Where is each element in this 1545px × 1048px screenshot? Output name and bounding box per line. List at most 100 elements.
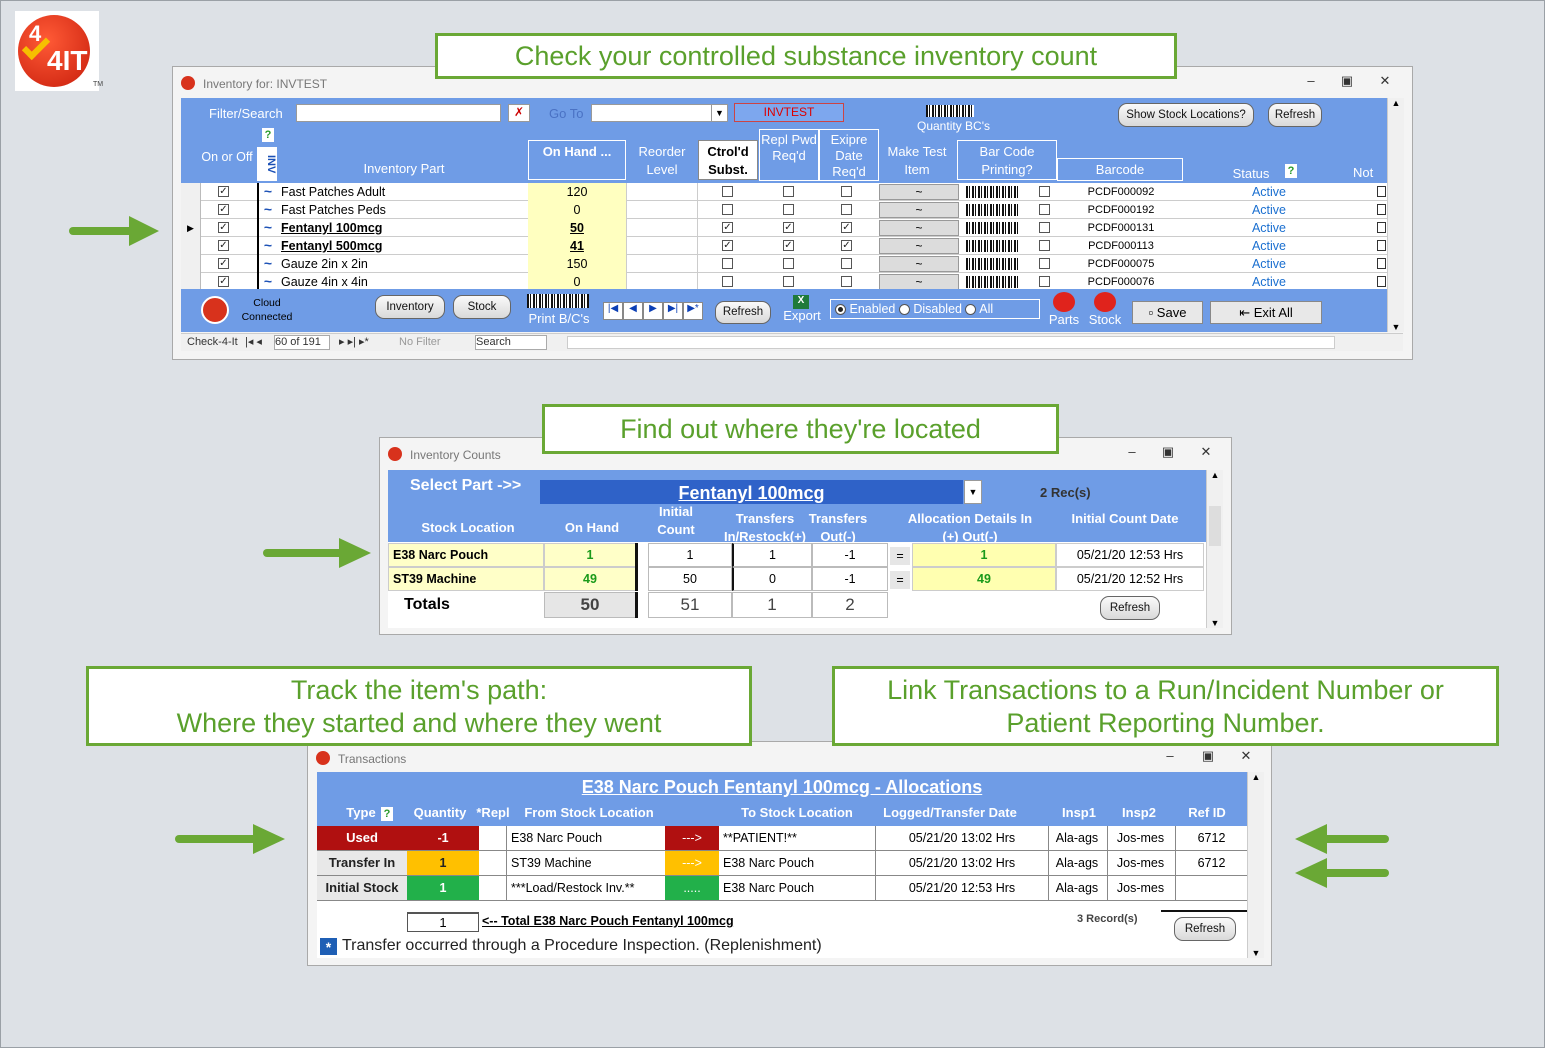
inv-graph-icon[interactable]: ~: [257, 273, 277, 289]
minimize-icon[interactable]: –: [1307, 73, 1315, 88]
table-row[interactable]: ▶ ✓ ~ Fentanyl 100mcg 50 ✓ ✓ ✓ ~ PCDF000131 Active: [181, 219, 1387, 237]
repl-pwd-checkbox[interactable]: [783, 204, 794, 215]
inventory-part-name[interactable]: Fentanyl 100mcg: [281, 221, 383, 235]
on-off-checkbox[interactable]: ✓: [218, 258, 229, 269]
stock-button[interactable]: Stock: [453, 295, 511, 319]
nav-search[interactable]: Search: [475, 335, 547, 350]
make-test-item-button[interactable]: ~: [879, 256, 959, 272]
notes-icon[interactable]: [1377, 222, 1386, 233]
on-off-checkbox[interactable]: ✓: [218, 222, 229, 233]
on-off-checkbox[interactable]: ✓: [218, 276, 229, 287]
new-record-icon[interactable]: ▶*: [683, 302, 703, 320]
first-record-icon[interactable]: |◀: [603, 302, 623, 320]
row-selector[interactable]: [181, 237, 201, 255]
close-icon[interactable]: ✕: [1240, 748, 1252, 763]
repl-pwd-checkbox[interactable]: ✓: [783, 240, 794, 251]
excel-icon[interactable]: X: [793, 295, 809, 309]
controlled-checkbox[interactable]: [722, 276, 733, 287]
stock-location[interactable]: E38 Narc Pouch: [388, 543, 544, 567]
scroll-down-icon[interactable]: ▼: [1391, 322, 1401, 332]
expire-checkbox[interactable]: ✓: [841, 240, 852, 251]
inv-graph-icon[interactable]: ~: [257, 219, 277, 237]
barcode-value[interactable]: PCDF000131: [1087, 222, 1155, 234]
goto-select[interactable]: ▼: [591, 104, 728, 122]
close-icon[interactable]: ✕: [1200, 444, 1212, 459]
maximize-icon[interactable]: ▣: [1201, 748, 1215, 763]
footer-refresh-button[interactable]: Refresh: [715, 301, 771, 324]
stock-location[interactable]: ST39 Machine: [388, 567, 544, 591]
controlled-checkbox[interactable]: [722, 186, 733, 197]
barcode-value[interactable]: PCDF000113: [1088, 240, 1154, 252]
on-off-checkbox[interactable]: ✓: [218, 186, 229, 197]
counts-scrollbar[interactable]: ▲ ▼: [1206, 470, 1223, 628]
make-test-item-button[interactable]: ~: [879, 238, 959, 254]
show-stock-locations-button[interactable]: Show Stock Locations?: [1118, 103, 1254, 127]
repl-pwd-checkbox[interactable]: ✓: [783, 222, 794, 233]
quantity-barcode-icon[interactable]: [926, 105, 974, 117]
reorder-level-value[interactable]: [626, 255, 698, 273]
barcode-printing-checkbox[interactable]: [1039, 222, 1050, 233]
barcode-value[interactable]: PCDF000092: [1087, 186, 1155, 198]
on-hand-value[interactable]: 0: [528, 273, 626, 289]
scroll-down-icon[interactable]: ▼: [1251, 948, 1261, 958]
repl-pwd-checkbox[interactable]: [783, 186, 794, 197]
ref-id[interactable]: [1175, 876, 1247, 900]
save-button[interactable]: ▫ Save: [1132, 301, 1203, 324]
notes-icon[interactable]: [1377, 204, 1386, 215]
repl-pwd-checkbox[interactable]: [783, 276, 794, 287]
status-value[interactable]: Active: [1251, 185, 1287, 199]
help-icon[interactable]: ?: [262, 128, 274, 142]
make-test-item-button[interactable]: ~: [879, 202, 959, 218]
barcode-value[interactable]: PCDF000076: [1087, 276, 1155, 288]
ref-id[interactable]: 6712: [1175, 851, 1247, 875]
status-value[interactable]: Active: [1251, 275, 1287, 289]
make-test-item-button[interactable]: ~: [879, 184, 959, 200]
allocation-total[interactable]: 1: [912, 543, 1056, 567]
scroll-up-icon[interactable]: ▲: [1210, 470, 1220, 480]
row-selector[interactable]: [181, 183, 201, 201]
make-test-item-button[interactable]: ~: [879, 274, 959, 289]
table-row[interactable]: ✓ ~ Fast Patches Adult 120 ~ PCDF000092 Active: [181, 183, 1387, 201]
print-barcode-icon[interactable]: [527, 294, 589, 308]
inv-graph-icon[interactable]: ~: [257, 255, 277, 273]
last-record-icon[interactable]: ▶|: [663, 302, 683, 320]
controlled-checkbox[interactable]: [722, 204, 733, 215]
refresh-button[interactable]: Refresh: [1268, 103, 1322, 127]
disabled-radio[interactable]: [898, 304, 910, 316]
on-hand-value[interactable]: 150: [528, 255, 626, 273]
expire-checkbox[interactable]: [841, 258, 852, 269]
inventory-part-name[interactable]: Fast Patches Adult: [281, 185, 386, 199]
barcode-value[interactable]: PCDF000075: [1087, 258, 1155, 270]
row-selector[interactable]: [181, 255, 201, 273]
inventory-button[interactable]: Inventory: [375, 295, 445, 319]
printer-stock-icon[interactable]: [1094, 292, 1116, 312]
no-filter-label[interactable]: No Filter: [399, 336, 441, 348]
minimize-icon[interactable]: –: [1166, 748, 1174, 763]
allocation-total[interactable]: 49: [912, 567, 1056, 591]
controlled-checkbox[interactable]: [722, 258, 733, 269]
transaction-row[interactable]: Initial Stock 1 ***Load/Restock Inv.**....…: [317, 876, 1247, 901]
printer-parts-icon[interactable]: [1053, 292, 1075, 312]
scroll-up-icon[interactable]: ▲: [1251, 772, 1261, 782]
enabled-radio[interactable]: [835, 304, 846, 316]
table-row[interactable]: ✓ ~ Gauze 2in x 2in 150 ~ PCDF000075 Active: [181, 255, 1387, 273]
inventory-part-name[interactable]: Gauze 4in x 4in: [281, 275, 368, 289]
ref-id[interactable]: 6712: [1175, 826, 1247, 850]
inv-graph-icon[interactable]: ~: [257, 237, 277, 255]
reorder-level-value[interactable]: [626, 219, 698, 237]
transaction-row[interactable]: Transfer In 1 ST39 Machine ---> E38 Narc Pou…: [317, 851, 1247, 876]
barcode-printing-checkbox[interactable]: [1039, 240, 1050, 251]
vertical-scrollbar[interactable]: ▲ ▼: [1387, 98, 1404, 332]
transactions-scrollbar[interactable]: ▲ ▼: [1247, 772, 1264, 958]
reorder-level-value[interactable]: [626, 201, 698, 219]
status-value[interactable]: Active: [1251, 257, 1287, 271]
scroll-up-icon[interactable]: ▲: [1391, 98, 1401, 108]
table-row[interactable]: ✓ ~ Gauze 4in x 4in 0 ~ PCDF000076 Active: [181, 273, 1387, 289]
horizontal-scrollbar[interactable]: [567, 336, 1335, 349]
maximize-icon[interactable]: ▣: [1161, 444, 1175, 459]
exit-all-button[interactable]: ⇤ Exit All: [1210, 301, 1322, 324]
nav-next-icon[interactable]: ▸ ▸| ▸*: [339, 336, 369, 348]
maximize-icon[interactable]: ▣: [1340, 73, 1354, 88]
expire-checkbox[interactable]: [841, 204, 852, 215]
record-counter[interactable]: 60 of 191: [274, 335, 330, 350]
